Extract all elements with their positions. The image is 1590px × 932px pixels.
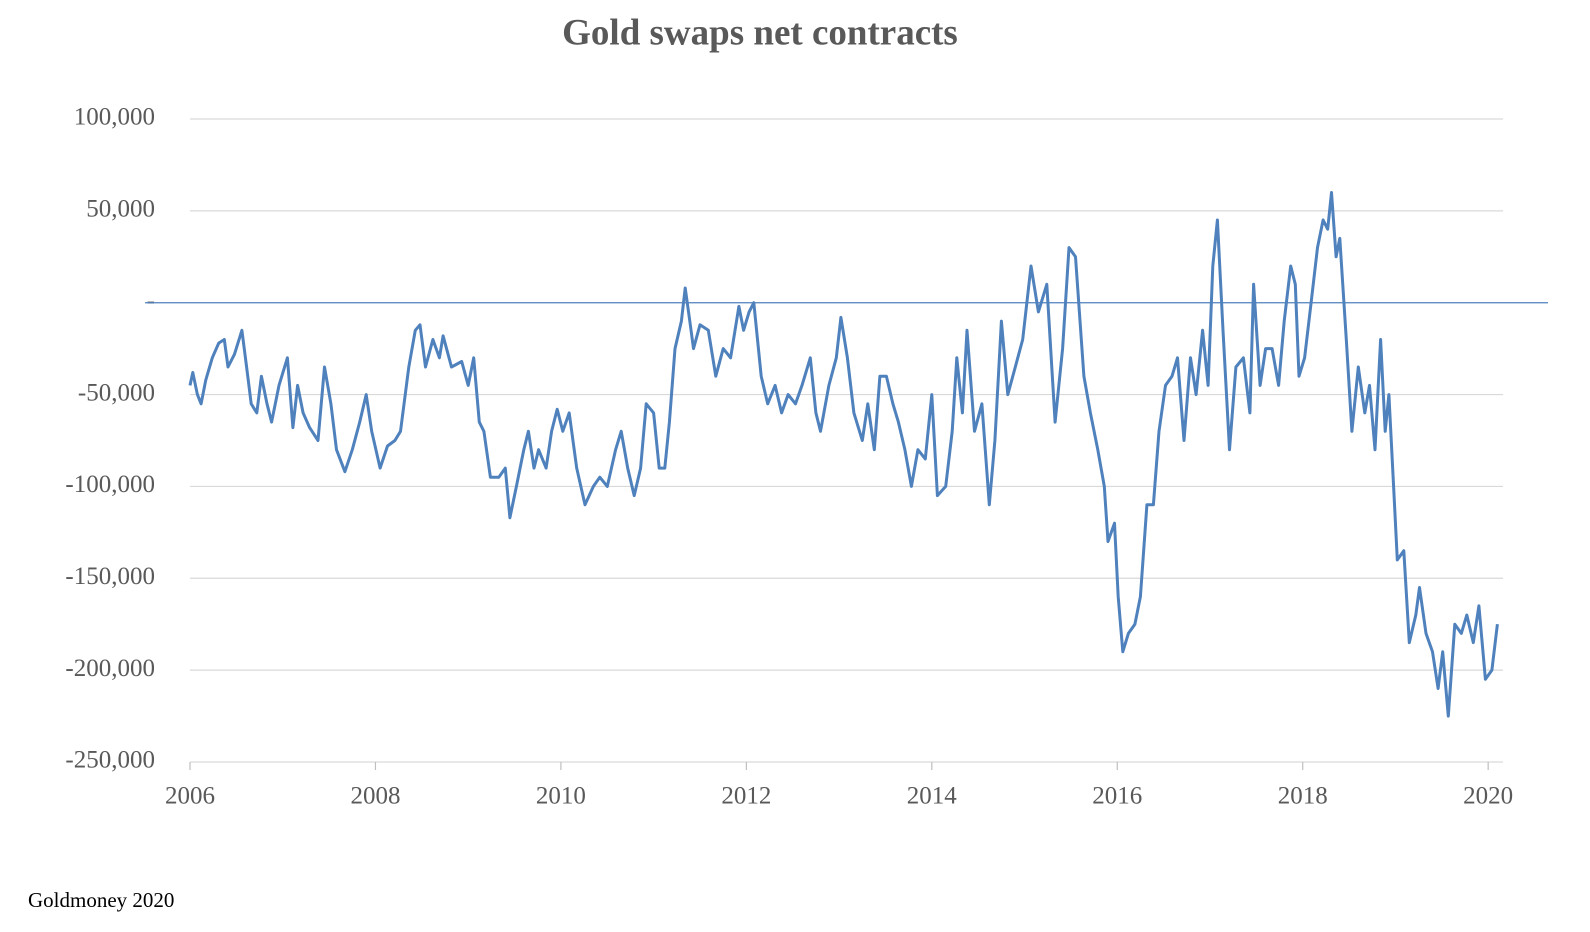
y-tick-label: - bbox=[147, 287, 155, 314]
source-note: Goldmoney 2020 bbox=[28, 888, 174, 912]
x-tick-label: 2018 bbox=[1278, 783, 1328, 810]
chart-title: Gold swaps net contracts bbox=[562, 12, 958, 53]
x-tick-label: 2006 bbox=[165, 783, 215, 810]
y-tick-label: -150,000 bbox=[65, 563, 155, 590]
x-tick-label: 2020 bbox=[1463, 783, 1513, 810]
x-tick-label: 2010 bbox=[536, 783, 586, 810]
y-tick-label: 100,000 bbox=[74, 104, 155, 131]
x-tick-label: 2014 bbox=[907, 783, 958, 810]
x-tick-label: 2008 bbox=[350, 783, 400, 810]
y-tick-label: -50,000 bbox=[78, 379, 155, 406]
y-tick-label: -250,000 bbox=[65, 747, 155, 774]
x-tick-label: 2012 bbox=[721, 783, 771, 810]
y-tick-label: -200,000 bbox=[65, 655, 155, 682]
data-line bbox=[188, 191, 1499, 718]
y-tick-label: 50,000 bbox=[86, 196, 155, 223]
x-tick-label: 2016 bbox=[1092, 783, 1142, 810]
y-tick-label: -100,000 bbox=[65, 471, 155, 498]
